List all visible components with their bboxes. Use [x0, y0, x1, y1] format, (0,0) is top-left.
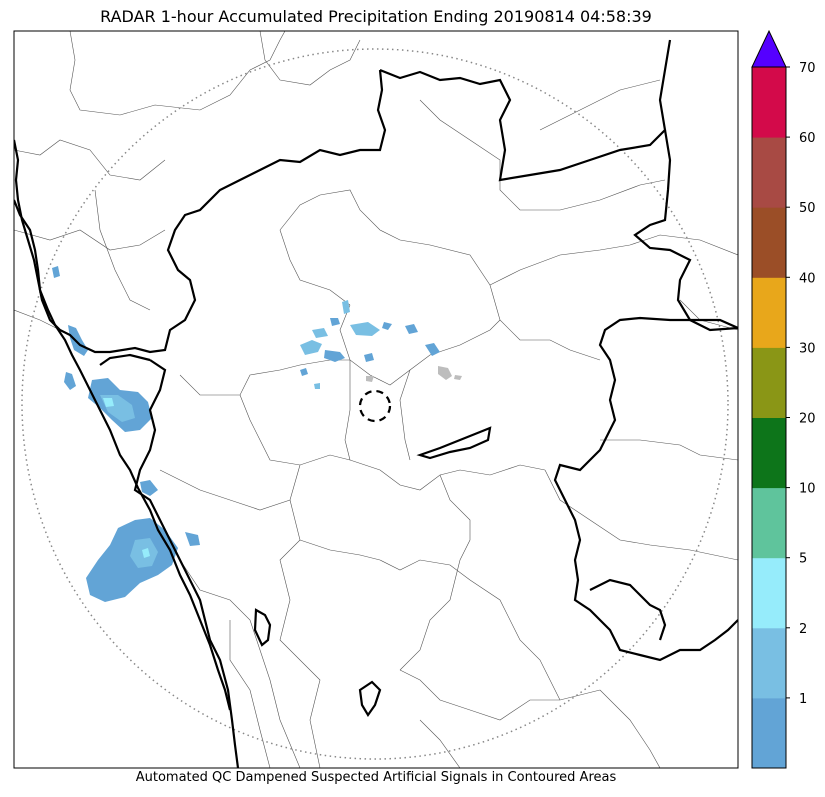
precip-cell — [140, 480, 158, 496]
precip-area-southwest — [86, 518, 178, 602]
colorbar-tick-label: 30 — [799, 341, 816, 356]
colorbar-bin-10-20 — [752, 417, 786, 489]
precip-cell — [405, 324, 418, 334]
colorbar-tick-label: 1 — [799, 692, 807, 707]
precip-cell — [425, 343, 440, 356]
precipitation-colorbar: 1 2 5 10 20 30 40 50 60 70 — [751, 29, 816, 769]
qc-footnote: Automated QC Dampened Suspected Artifici… — [135, 770, 617, 785]
colorbar-tick-label: 5 — [799, 552, 807, 567]
map-frame — [13, 30, 739, 769]
colorbar-bin-40-50 — [752, 207, 786, 278]
district-boundaries — [14, 31, 738, 768]
precip-cell — [300, 340, 322, 355]
colorbar-bin-2-5 — [752, 557, 786, 629]
map-title: RADAR 1-hour Accumulated Precipitation E… — [100, 7, 652, 26]
precip-cell — [300, 368, 308, 376]
colorbar-tick-label: 70 — [799, 61, 816, 76]
colorbar-tick-label: 20 — [799, 412, 816, 427]
precip-cell — [52, 266, 60, 278]
suspected-artificial-echo — [454, 375, 462, 380]
precip-area-west-peak — [103, 398, 114, 407]
precip-cell — [382, 322, 392, 330]
colorbar-bin-20-30 — [752, 347, 786, 418]
colorbar-tick-label: 40 — [799, 271, 816, 286]
colorbar-bin-0-1 — [752, 697, 786, 769]
precip-cell — [312, 328, 328, 338]
colorbar-bin-50-60 — [752, 137, 786, 208]
suspected-artificial-echo — [438, 366, 452, 380]
precip-cell — [350, 322, 380, 336]
colorbar-bin-5-10 — [752, 487, 786, 559]
colorbar-bin-1-2 — [752, 627, 786, 699]
radar-range-ring — [21, 48, 729, 760]
precip-cell — [314, 383, 320, 389]
suspected-artificial-echo — [366, 376, 374, 382]
precipitation-echoes — [52, 266, 462, 602]
qc-dampened-contour — [358, 389, 392, 423]
precip-cell — [185, 532, 200, 546]
colorbar-bin-60-70 — [752, 67, 786, 138]
colorbar-over-range-arrow — [751, 29, 787, 68]
state-boundaries — [14, 39, 738, 768]
precip-cell — [324, 350, 345, 362]
precip-cell — [364, 353, 374, 362]
colorbar-tick-label: 2 — [799, 622, 807, 637]
precip-cell — [64, 372, 76, 390]
colorbar-tick-label: 60 — [799, 131, 816, 146]
colorbar-tick-label: 50 — [799, 201, 816, 216]
precip-cell — [342, 300, 350, 314]
precip-area-southwest-peak — [142, 548, 150, 558]
colorbar-bin-30-40 — [752, 277, 786, 348]
colorbar-tick-label: 10 — [799, 482, 816, 497]
precip-cell — [68, 325, 88, 356]
precip-cell — [330, 318, 340, 326]
